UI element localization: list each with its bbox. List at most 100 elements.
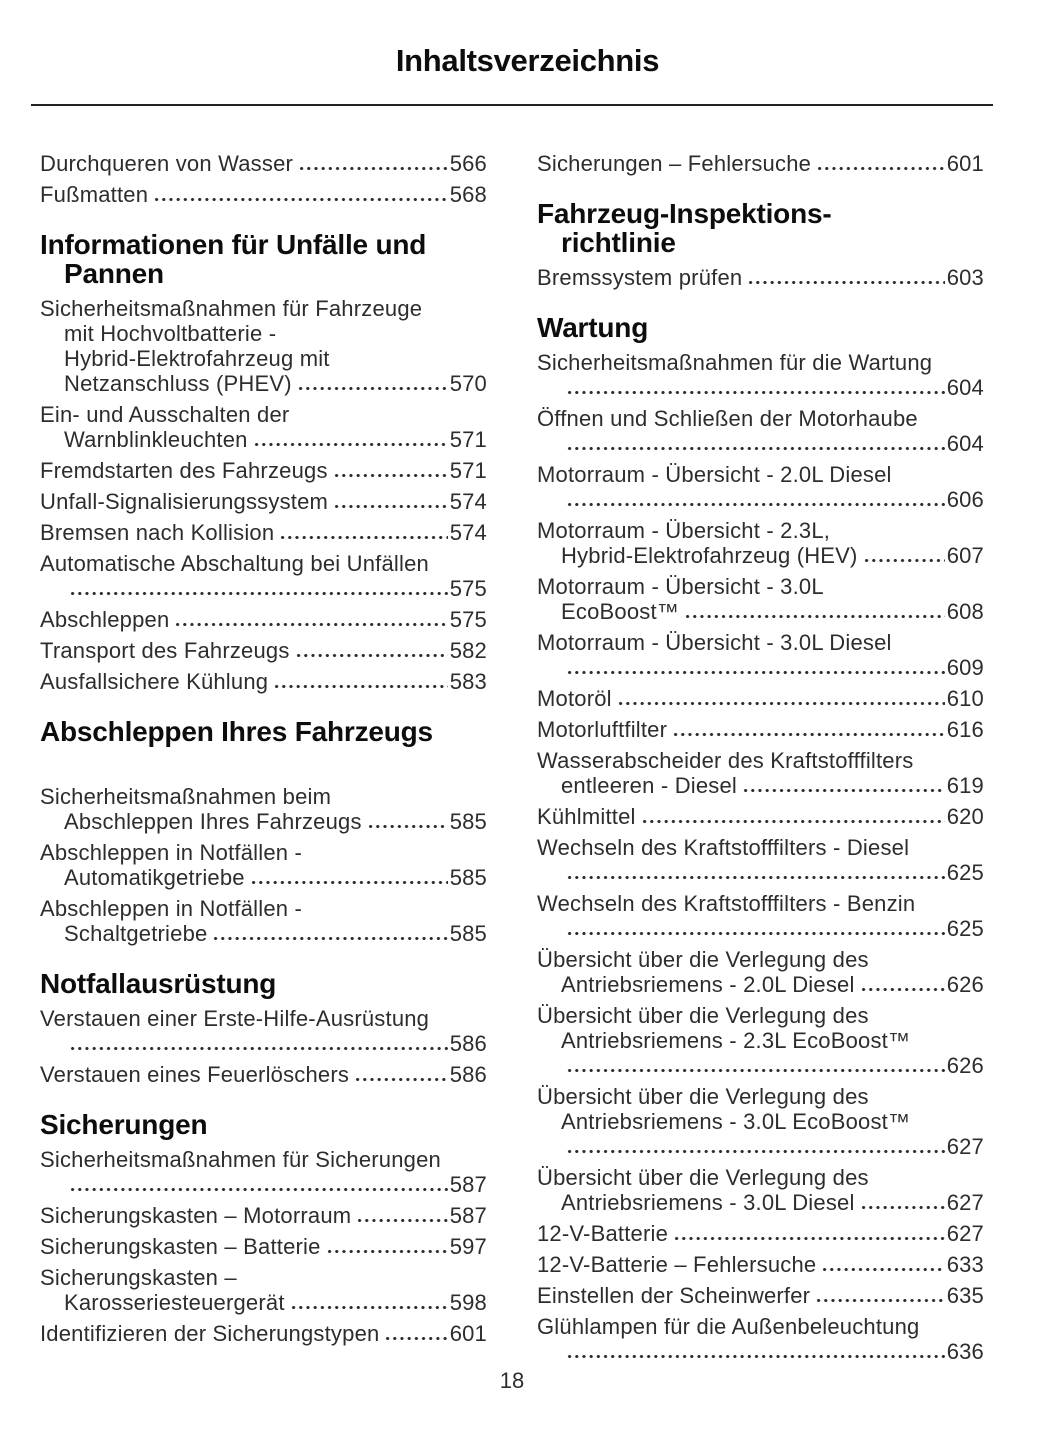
dot-leader (616, 686, 945, 711)
toc-entry: Übersicht über die Verlegung des Antriebs… (537, 1084, 984, 1159)
toc-entry: Wechseln des Kraftstofffilters - Diesel 6… (537, 835, 984, 885)
entry-page-number: 608 (946, 599, 984, 624)
toc-entry: Abschleppen in Notfällen - Automatikgetri… (40, 840, 487, 890)
entry-label: Antriebsriemens - 3.0L Diesel (561, 1190, 855, 1215)
entry-page-number: 574 (449, 520, 487, 545)
entry-page-number: 571 (449, 427, 487, 452)
dot-leader (816, 151, 945, 176)
entry-page-number: 619 (946, 773, 984, 798)
entry-label: Ein- und Ausschalten der (40, 402, 290, 427)
entry-label: Öffnen und Schließen der Motorhaube (537, 406, 918, 431)
dot-leader (566, 431, 945, 456)
toc-column-right: Sicherungen – Fehlersuche 601 Fahrzeug-Ins… (537, 151, 984, 1370)
entry-page-number: 627 (946, 1134, 984, 1159)
entry-label: Einstellen der Scheinwerfer (537, 1283, 811, 1308)
entry-page-number: 566 (449, 151, 487, 176)
dot-leader (294, 638, 448, 663)
entry-label: Glühlampen für die Außenbeleuchtung (537, 1314, 920, 1339)
entry-page-number: 625 (946, 860, 984, 885)
entry-label: mit Hochvoltbatterie - (64, 321, 277, 346)
entry-page-number: 626 (946, 1053, 984, 1078)
heading-line: richtlinie (561, 227, 676, 258)
entry-label: entleeren - Diesel (561, 773, 738, 798)
dot-leader (859, 972, 945, 997)
entry-label: Übersicht über die Verlegung des (537, 1165, 869, 1190)
toc-entry: Sicherheitsmaßnahmen beim Abschleppen Ihr… (40, 784, 487, 834)
dot-leader (859, 1190, 945, 1215)
heading-line: Notfallausrüstung (40, 968, 277, 999)
entry-label: Bremsen nach Kollision (40, 520, 275, 545)
dot-leader (69, 1172, 448, 1197)
entry-label: Sicherungen – Fehlersuche (537, 151, 812, 176)
dot-leader (333, 489, 448, 514)
section-heading: Wartung (537, 313, 984, 342)
dot-leader (672, 717, 945, 742)
toc-entry: Abschleppen 575 (40, 607, 487, 632)
dot-leader (212, 921, 448, 946)
dot-leader (747, 265, 945, 290)
dot-leader (298, 151, 448, 176)
section-heading: Sicherungen (40, 1110, 487, 1139)
toc-entry: Motorraum - Übersicht - 2.3L, Hybrid-Elek… (537, 518, 984, 568)
toc-entry: Unfall-Signalisierungssystem 574 (40, 489, 487, 514)
toc-entry: Sicherungskasten – Karosseriesteuergerät 5… (40, 1265, 487, 1315)
dot-leader (821, 1252, 945, 1277)
entry-page-number: 601 (449, 1321, 487, 1346)
entry-label: Motorraum - Übersicht - 3.0L Diesel (537, 630, 892, 655)
entry-label: Antriebsriemens - 2.3L EcoBoost™ (561, 1028, 911, 1053)
entry-page-number: 604 (946, 375, 984, 400)
toc-entry: Übersicht über die Verlegung des Antriebs… (537, 1003, 984, 1078)
entry-label: Wechseln des Kraftstofffilters - Diesel (537, 835, 910, 860)
toc-entry: Motorraum - Übersicht - 3.0L Diesel 609 (537, 630, 984, 680)
entry-page-number: 583 (449, 669, 487, 694)
entry-label: Durchqueren von Wasser (40, 151, 294, 176)
entry-label: Bremssystem prüfen (537, 265, 743, 290)
toc-columns: Durchqueren von Wasser 566 Fußmatten 568 Inf… (40, 151, 1055, 1370)
entry-label: Abschleppen Ihres Fahrzeugs (64, 809, 362, 834)
dot-leader (566, 1339, 945, 1364)
entry-label: Warnblinkleuchten (64, 427, 248, 452)
dot-leader (366, 809, 448, 834)
toc-entry: Sicherungskasten – Batterie 597 (40, 1234, 487, 1259)
entry-label: Übersicht über die Verlegung des (537, 1003, 869, 1028)
dot-leader (566, 860, 945, 885)
toc-entry: Sicherheitsmaßnahmen für die Wartung 604 (537, 350, 984, 400)
entry-label: 12-V-Batterie – Fehlersuche (537, 1252, 817, 1277)
entry-page-number: 585 (449, 865, 487, 890)
toc-entry: Transport des Fahrzeugs 582 (40, 638, 487, 663)
entry-page-number: 609 (946, 655, 984, 680)
entry-page-number: 616 (946, 717, 984, 742)
entry-label: Transport des Fahrzeugs (40, 638, 290, 663)
dot-leader (683, 599, 945, 624)
entry-label: Wasserabscheider des Kraftstofffilters (537, 748, 914, 773)
dot-leader (566, 1134, 945, 1159)
entry-page-number: 582 (449, 638, 487, 663)
toc-entry: Einstellen der Scheinwerfer 635 (537, 1283, 984, 1308)
entry-label: Sicherungskasten – Motorraum (40, 1203, 352, 1228)
toc-entry: Motorraum - Übersicht - 2.0L Diesel 606 (537, 462, 984, 512)
entry-label: Sicherheitsmaßnahmen für Fahrzeuge (40, 296, 423, 321)
entry-label: Motoröl (537, 686, 612, 711)
heading-line: Abschleppen Ihres Fahrzeugs (40, 716, 433, 747)
dot-leader (69, 576, 448, 601)
toc-entry: Glühlampen für die Außenbeleuchtung 636 (537, 1314, 984, 1364)
dot-leader (566, 916, 945, 941)
dot-leader (252, 427, 448, 452)
entry-page-number: 626 (946, 972, 984, 997)
entry-label: Antriebsriemens - 2.0L Diesel (561, 972, 855, 997)
entry-page-number: 575 (449, 576, 487, 601)
section-heading: Abschleppen Ihres Fahrzeugs (40, 717, 487, 746)
entry-label: Sicherungskasten – (40, 1265, 237, 1290)
toc-entry: 12-V-Batterie – Fehlersuche 633 (537, 1252, 984, 1277)
entry-label: Sicherheitsmaßnahmen für die Wartung (537, 350, 933, 375)
entry-label: Automatische Abschaltung bei Unfällen (40, 551, 429, 576)
section-heading: Fahrzeug-Inspektions-richtlinie (537, 199, 984, 257)
dot-leader (325, 1234, 448, 1259)
entry-page-number: 568 (449, 182, 487, 207)
heading-line: Informationen für Unfälle und (40, 229, 427, 260)
entry-label: Netzanschluss (PHEV) (64, 371, 292, 396)
dot-leader (566, 655, 945, 680)
entry-label: Motorraum - Übersicht - 2.0L Diesel (537, 462, 892, 487)
toc-entry: Motoröl 610 (537, 686, 984, 711)
entry-label: Kühlmittel (537, 804, 636, 829)
